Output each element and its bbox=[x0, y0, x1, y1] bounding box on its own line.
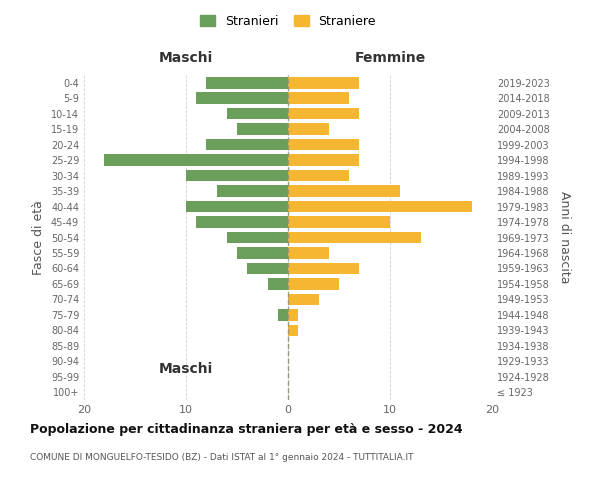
Bar bbox=[237, 247, 288, 259]
Bar bbox=[104, 154, 288, 166]
Bar bbox=[288, 124, 329, 135]
Bar bbox=[288, 324, 298, 336]
Bar bbox=[288, 200, 472, 212]
Bar bbox=[288, 77, 359, 88]
Bar bbox=[288, 216, 390, 228]
Text: Popolazione per cittadinanza straniera per età e sesso - 2024: Popolazione per cittadinanza straniera p… bbox=[30, 422, 463, 436]
Bar bbox=[206, 77, 288, 88]
Text: Maschi: Maschi bbox=[159, 362, 213, 376]
Legend: Stranieri, Straniere: Stranieri, Straniere bbox=[196, 11, 380, 32]
Text: Femmine: Femmine bbox=[355, 51, 425, 65]
Bar bbox=[247, 262, 288, 274]
Bar bbox=[288, 262, 359, 274]
Bar bbox=[227, 108, 288, 120]
Text: COMUNE DI MONGUELFO-TESIDO (BZ) - Dati ISTAT al 1° gennaio 2024 - TUTTITALIA.IT: COMUNE DI MONGUELFO-TESIDO (BZ) - Dati I… bbox=[30, 452, 413, 462]
Bar bbox=[237, 124, 288, 135]
Bar bbox=[288, 247, 329, 259]
Bar bbox=[288, 232, 421, 243]
Bar bbox=[288, 186, 400, 197]
Bar bbox=[288, 294, 319, 305]
Y-axis label: Anni di nascita: Anni di nascita bbox=[558, 191, 571, 284]
Bar bbox=[217, 186, 288, 197]
Bar bbox=[186, 170, 288, 181]
Bar bbox=[288, 92, 349, 104]
Y-axis label: Fasce di età: Fasce di età bbox=[32, 200, 45, 275]
Bar bbox=[186, 200, 288, 212]
Bar bbox=[288, 154, 359, 166]
Bar bbox=[288, 170, 349, 181]
Bar bbox=[288, 108, 359, 120]
Bar bbox=[268, 278, 288, 289]
Bar bbox=[288, 139, 359, 150]
Bar bbox=[288, 309, 298, 320]
Bar bbox=[278, 309, 288, 320]
Bar bbox=[288, 278, 339, 289]
Text: Maschi: Maschi bbox=[159, 51, 213, 65]
Bar bbox=[196, 92, 288, 104]
Bar bbox=[206, 139, 288, 150]
Bar bbox=[196, 216, 288, 228]
Bar bbox=[227, 232, 288, 243]
